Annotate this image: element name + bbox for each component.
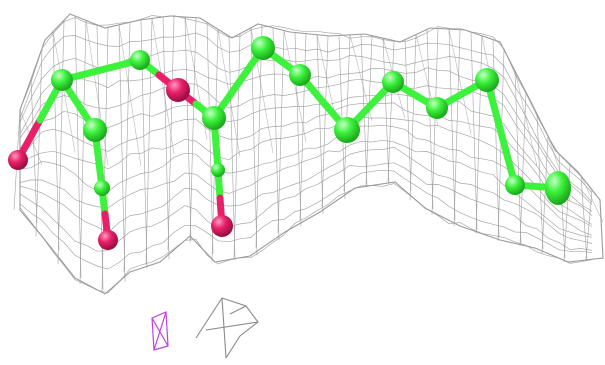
carbon-atom [334, 117, 360, 143]
mesh-line [85, 20, 109, 166]
mesh-line [145, 18, 153, 265]
mesh-line [448, 29, 472, 135]
mesh-outline [19, 13, 604, 295]
carbon-atom [426, 97, 448, 119]
mesh-line [52, 31, 76, 152]
mesh-line [233, 33, 241, 258]
carbon-atom [545, 171, 571, 205]
mesh-line [118, 24, 142, 167]
mesh-line [409, 34, 417, 201]
mesh-line [453, 29, 461, 227]
mesh-line [30, 79, 38, 224]
mesh-line [519, 92, 527, 246]
mesh-line [283, 30, 307, 142]
mesh-line [580, 175, 588, 261]
mesh-line [316, 34, 324, 214]
mesh-line [184, 16, 192, 241]
oxygen-atom [98, 230, 118, 250]
mesh-line [431, 28, 439, 215]
electron-density-mesh [13, 13, 604, 295]
atom-spheres [8, 36, 571, 250]
mesh-line [475, 35, 483, 234]
mesh-line [206, 22, 214, 254]
mesh-line [299, 33, 307, 221]
gray-mesh-fragment [195, 297, 259, 359]
carbon-atom [289, 64, 311, 86]
mesh-line [558, 153, 566, 259]
mesh-line [19, 183, 593, 294]
carbon-atom [475, 68, 499, 92]
mesh-line [228, 36, 236, 260]
mesh-line [19, 139, 593, 238]
mesh-line [52, 31, 60, 251]
carbon-atom [202, 106, 226, 130]
mesh-line [19, 102, 593, 225]
mesh-line [514, 70, 522, 244]
mesh-line [585, 189, 593, 260]
oxygen-atom [211, 215, 233, 237]
mesh-line [580, 175, 604, 223]
mesh-line [382, 38, 390, 184]
mesh-line [167, 16, 175, 250]
mesh-line [470, 32, 478, 230]
mesh-line [338, 35, 346, 199]
mesh-line [321, 35, 329, 207]
oxygen-atom [8, 150, 28, 170]
magenta-mesh-fragment [151, 311, 169, 351]
mesh-fragments [151, 297, 259, 359]
mesh-line [272, 27, 280, 241]
mesh-line [19, 78, 593, 212]
mesh-line [79, 20, 87, 284]
carbon-atom [94, 180, 110, 196]
mesh-line [19, 146, 593, 244]
carbon-atom [51, 69, 73, 91]
mesh-line [541, 135, 549, 254]
mesh-line [536, 113, 544, 249]
mesh-line [162, 16, 170, 260]
mesh-line [404, 39, 412, 191]
mesh-line [74, 15, 82, 279]
mesh-line [426, 29, 434, 210]
mesh-line [35, 48, 43, 237]
mesh-line [387, 40, 395, 183]
mesh-line [19, 169, 593, 270]
carbon-atom [382, 71, 404, 93]
mesh-line [19, 117, 593, 227]
mesh-line [189, 17, 197, 243]
carbon-atom [251, 36, 275, 60]
carbon-atom [83, 118, 107, 142]
mesh-line [19, 15, 593, 190]
mesh-line [514, 70, 538, 166]
oxygen-atom [166, 78, 190, 102]
carbon-atom [211, 163, 225, 177]
mesh-line [57, 20, 65, 265]
mesh-line [255, 24, 263, 248]
mesh-line [19, 32, 593, 194]
mesh-line [343, 34, 351, 192]
carbon-atom [130, 50, 150, 70]
carbon-atom [505, 175, 525, 195]
mesh-line [151, 18, 175, 154]
mesh-line [448, 29, 456, 221]
